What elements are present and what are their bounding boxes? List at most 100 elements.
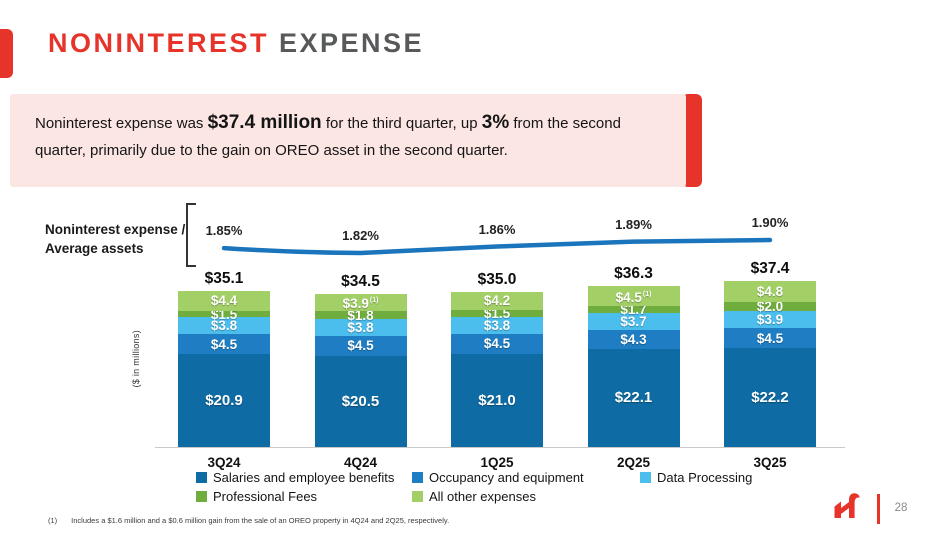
footnote-text: Includes a $1.6 million and a $0.6 milli…: [71, 516, 450, 525]
summary-callout: Noninterest expense was $37.4 million fo…: [10, 94, 686, 187]
bar-segment: $4.5: [314, 336, 407, 356]
bar-segment-value: $4.3: [620, 331, 647, 347]
ratio-line: [221, 237, 773, 256]
bar-segment-value: $4.5: [756, 330, 784, 346]
bar-segment: $1.5: [178, 307, 270, 321]
bar-segment-value: $4.5: [483, 336, 511, 352]
bar-segment: $4.8: [724, 280, 816, 303]
bar-segment: $3.8: [314, 319, 407, 336]
bar-segment: $4.5(1): [587, 285, 680, 306]
legend-label: All other expenses: [429, 489, 536, 504]
bar-segment: $22.2: [724, 348, 816, 447]
legend-item-all-other: All other expenses: [412, 489, 640, 504]
page-title: NONINTEREST EXPENSE: [48, 28, 424, 59]
bar-segment: $4.5: [178, 334, 270, 355]
bar-segment: $21.0: [451, 353, 543, 447]
legend-item-occupancy: Occupancy and equipment: [412, 470, 640, 485]
bar-segment: $4.3: [587, 329, 680, 349]
bar-segment: $3.8: [178, 317, 270, 335]
summary-highlight-amount: $37.4 million: [207, 112, 322, 133]
bar-segment: $22.1: [587, 348, 680, 447]
page-number: 28: [894, 502, 908, 514]
legend-item-data-processing: Data Processing: [640, 470, 752, 485]
legend-label: Salaries and employee benefits: [213, 470, 395, 485]
ratio-value-label: 1.86%: [478, 221, 516, 237]
bar-segment: $20.9: [178, 354, 270, 447]
bar-segment: $1.7: [587, 302, 680, 318]
bar-segment: $3.7: [587, 313, 680, 330]
footer-divider: [877, 494, 880, 524]
bar-segment-value: $2.0: [756, 299, 784, 315]
page-title-primary: NONINTEREST: [48, 28, 270, 58]
legend-label: Data Processing: [657, 470, 753, 485]
x-axis-line: [155, 447, 845, 448]
bar-segment: $4.4: [178, 291, 270, 311]
bar-segment-value: $4.5(1): [615, 289, 652, 305]
bar-segment-value: $3.7: [620, 314, 647, 330]
bar-segment: $2.0: [724, 299, 816, 315]
x-axis-category-label: 4Q24: [343, 455, 378, 470]
bar-segment-value: $20.5: [341, 392, 380, 410]
bar-total-label: $37.4: [750, 259, 790, 277]
bar-segment: $4.5: [724, 328, 816, 349]
x-axis-category-label: 3Q24: [207, 455, 241, 470]
bar-segment: $1.8: [314, 308, 407, 322]
bar-segment-value: $3.8: [347, 320, 374, 336]
bar-segment-value: $4.2: [483, 293, 511, 309]
bar-total-label: $35.1: [204, 270, 244, 288]
bar-segment: $4.5: [451, 333, 543, 354]
legend-swatch-occupancy: [412, 472, 423, 483]
legend-label: Professional Fees: [213, 489, 318, 504]
summary-highlight-percent: 3%: [481, 112, 510, 133]
bar-segment-value: $22.2: [751, 389, 789, 407]
ratio-value-label: 1.89%: [615, 216, 652, 232]
bar-segment: $4.2: [451, 291, 543, 311]
title-accent-bar: [0, 29, 13, 78]
bar-segment: $20.5: [314, 355, 407, 447]
summary-text-part: Noninterest expense was: [35, 115, 208, 132]
summary-text-part: from the second quarter, primarily due t…: [35, 115, 621, 159]
bar-segment-value: $3.9(1): [342, 296, 379, 312]
bracket-shape: [186, 203, 196, 267]
bar-segment-value: $4.5: [210, 336, 238, 352]
bar-total-label: $34.5: [341, 272, 380, 290]
ratio-value-label: 1.85%: [205, 223, 243, 239]
bar-segment: $3.9(1): [314, 293, 407, 312]
page-title-secondary: EXPENSE: [279, 28, 425, 58]
bar-total-label: $36.3: [614, 264, 653, 282]
bar-segment-value: $3.8: [483, 317, 511, 333]
bar-segment-value: $20.9: [205, 392, 243, 410]
bar-segment: $3.8: [451, 316, 543, 334]
chart-legend: Salaries and employee benefits Occupancy…: [196, 470, 752, 504]
bar-segment-value: $22.1: [614, 389, 653, 407]
ratio-value-label: 1.90%: [751, 215, 789, 230]
line-series-label: Noninterest expense / Average assets: [45, 220, 185, 258]
bar-segment-value: $3.8: [210, 318, 238, 334]
summary-text-part: for the third quarter, up: [321, 115, 482, 132]
summary-text: Noninterest expense was $37.4 million fo…: [35, 109, 650, 164]
bar-segment-value: $1.7: [620, 302, 647, 318]
legend-label: Occupancy and equipment: [429, 470, 584, 485]
company-logo: [834, 493, 860, 518]
legend-item-salaries: Salaries and employee benefits: [196, 470, 412, 485]
x-axis-category-label: 2Q25: [616, 455, 651, 470]
legend-swatch-data-processing: [640, 472, 651, 483]
bar-segment-value: $4.8: [756, 284, 784, 300]
bar-segment-value: $3.9: [756, 312, 784, 328]
line-series-label-line1: Noninterest expense /: [45, 222, 186, 237]
legend-swatch-all-other: [412, 491, 423, 502]
x-axis-category-label: 1Q25: [480, 455, 514, 470]
bar-total-label: $35.0: [477, 270, 517, 288]
bar-segment: $1.5: [451, 307, 543, 320]
bar-segment-value: $4.4: [210, 293, 238, 309]
legend-item-professional-fees: Professional Fees: [196, 489, 412, 504]
bar-segment-value: $4.5: [347, 338, 374, 354]
legend-swatch-salaries: [196, 472, 207, 483]
legend-swatch-professional-fees: [196, 491, 207, 502]
bar-segment: $3.9: [724, 311, 816, 329]
footnote: (1) Includes a $1.6 million and a $0.6 m…: [48, 516, 449, 525]
footnote-marker: (1): [48, 516, 58, 525]
bar-segment-value: $21.0: [478, 391, 516, 409]
